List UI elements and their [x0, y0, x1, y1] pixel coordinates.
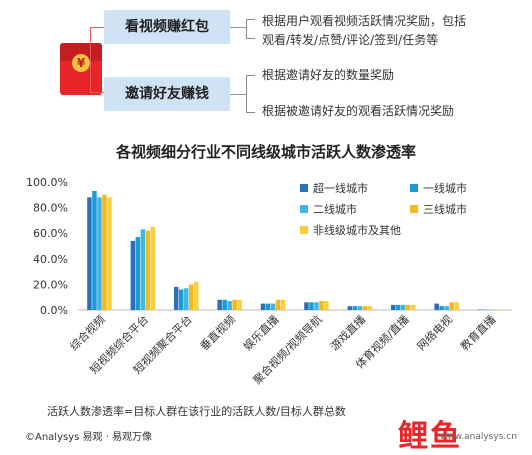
x-tick-label: 网络电视 [414, 312, 455, 353]
x-tick-label: 综合视频 [67, 312, 108, 353]
bar-9-5 [454, 302, 459, 310]
reward-header: ¥ 看视频赚红包 根据用户观看视频活跃情况奖励，包括 观看/转发/点赞/评论/签… [0, 0, 532, 128]
bar-7-1 [347, 306, 353, 310]
bar-3-3 [184, 288, 189, 310]
bar-3-2 [179, 289, 184, 310]
bar-8-3 [401, 304, 406, 310]
legend-swatch [410, 184, 418, 192]
y-tick-label: 100.0% [26, 176, 68, 189]
bar-9-1 [434, 303, 439, 310]
bar-1-3 [97, 197, 102, 310]
bar-8-2 [396, 304, 401, 310]
bar-8-4 [406, 304, 411, 310]
bar-2-5 [150, 226, 156, 310]
bar-10-4 [492, 309, 498, 311]
bar-5-5 [280, 299, 286, 310]
x-tick-label: 娱乐直播 [240, 312, 281, 353]
bar-4-2 [222, 299, 227, 310]
bar-8-5 [411, 304, 416, 310]
legend-swatch [300, 226, 308, 234]
red-packet-icon: ¥ [60, 43, 102, 95]
bar-4-3 [227, 301, 232, 310]
bar-4-1 [217, 299, 222, 310]
bar-5-2 [265, 303, 271, 310]
y-tick-label: 40.0% [33, 253, 68, 266]
bars [87, 190, 503, 311]
bar-4-5 [237, 299, 242, 310]
bar-5-3 [270, 303, 276, 310]
watermark-url: www.analysys.cn [440, 432, 517, 442]
legend-label: 三线城市 [423, 202, 467, 216]
desc-watch-2: 观看/转发/点赞/评论/签到/任务等 [262, 33, 439, 47]
x-tick-label: 教育直播 [457, 312, 498, 353]
desc-invite-1: 根据邀请好友的数量奖励 [262, 68, 395, 82]
desc-bracket [246, 19, 255, 39]
bar-9-3 [444, 306, 449, 310]
bracket-line [90, 27, 105, 93]
bar-10-3 [487, 309, 493, 311]
bar-chart: 100.0% 80.0% 60.0% 40.0% 20.0% 0.0% 综合视频短视频综合… [26, 176, 512, 387]
legend-label: 非线级城市及其他 [313, 223, 401, 237]
y-tick-label: 80.0% [33, 202, 68, 215]
bar-6-3 [314, 302, 319, 310]
bar-1-2 [92, 190, 97, 310]
bar-7-2 [352, 306, 358, 310]
connector-line [230, 27, 246, 28]
desc-bracket [246, 75, 255, 113]
yuan-icon: ¥ [72, 54, 90, 72]
y-tick-label: 0.0% [40, 304, 68, 317]
legend-swatch [410, 205, 418, 213]
x-tick-label: 游戏直播 [327, 312, 368, 353]
bar-10-2 [482, 309, 488, 311]
legend-swatch [300, 205, 308, 213]
connector-line [230, 94, 246, 95]
legend-label: 一线城市 [423, 181, 467, 195]
y-tick-label: 20.0% [33, 278, 68, 291]
x-tick-label: 垂直视频 [197, 312, 238, 353]
bar-3-5 [194, 281, 199, 310]
bar-6-4 [319, 301, 324, 310]
legend-swatch [300, 184, 308, 192]
bar-5-4 [275, 299, 281, 310]
bar-3-4 [189, 284, 194, 310]
desc-invite-2: 根据被邀请好友的观看活跃情况奖励 [262, 104, 455, 118]
pill-invite-friends: 邀请好友赚钱 [104, 77, 230, 111]
bar-10-1 [477, 309, 483, 310]
bar-9-2 [439, 306, 444, 310]
footnote: 活跃人数渗透率=目标人群在该行业的活跃人数/目标人群总数 [47, 405, 346, 418]
bar-2-1 [130, 240, 136, 310]
pill-watch-video: 看视频赚红包 [104, 10, 230, 44]
bar-2-3 [140, 229, 146, 310]
bar-10-5 [497, 309, 503, 311]
bar-2-4 [145, 230, 151, 310]
bar-5-1 [260, 303, 266, 310]
bar-7-3 [357, 306, 363, 310]
bar-6-2 [309, 302, 314, 310]
bar-4-4 [232, 299, 237, 310]
bar-1-4 [102, 194, 107, 310]
bar-7-5 [367, 306, 373, 310]
bar-8-1 [391, 304, 396, 310]
bar-6-5 [324, 301, 329, 310]
bar-3-1 [174, 286, 179, 310]
chart-title: 各视频细分行业不同线级城市活跃人数渗透率 [115, 143, 416, 161]
bar-1-5 [107, 197, 112, 310]
bar-7-4 [362, 306, 368, 310]
legend-label: 超一线城市 [313, 181, 368, 195]
legend-label: 二线城市 [313, 202, 357, 216]
bar-2-2 [135, 237, 141, 310]
watermark-logo: 鲤鱼 [398, 419, 462, 454]
copyright: ©Analysys 易观 · 易观万像 [25, 432, 153, 443]
desc-watch-1: 根据用户观看视频活跃情况奖励，包括 [262, 14, 467, 28]
bar-9-4 [449, 302, 454, 310]
bar-6-1 [304, 302, 309, 310]
y-tick-label: 60.0% [33, 227, 68, 240]
bar-1-1 [87, 197, 92, 310]
